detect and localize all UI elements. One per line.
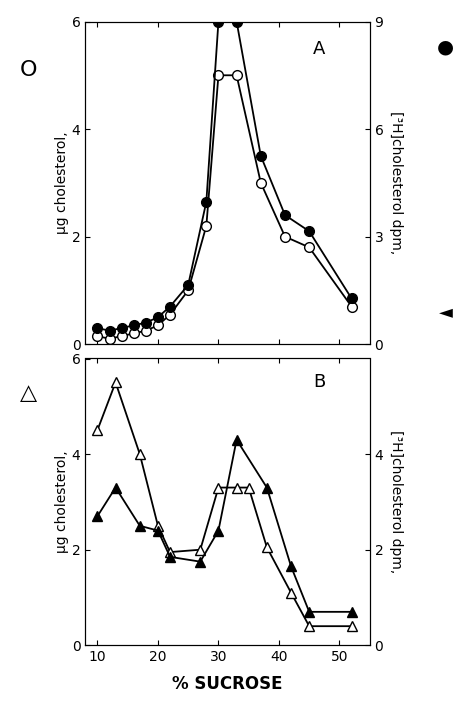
Text: B: B <box>313 373 325 391</box>
Y-axis label: μg cholesterol,: μg cholesterol, <box>55 131 69 234</box>
Text: O: O <box>20 60 37 80</box>
Y-axis label: [³H]cholesterol dpm,: [³H]cholesterol dpm, <box>389 430 403 574</box>
Text: A: A <box>313 39 325 58</box>
X-axis label: % SUCROSE: % SUCROSE <box>172 675 283 693</box>
Y-axis label: [³H]cholesterol dpm,: [³H]cholesterol dpm, <box>389 111 403 255</box>
Text: ●: ● <box>437 37 454 56</box>
Text: △: △ <box>20 383 37 403</box>
Y-axis label: μg cholesterol,: μg cholesterol, <box>55 450 69 554</box>
Text: ◄: ◄ <box>438 303 453 321</box>
